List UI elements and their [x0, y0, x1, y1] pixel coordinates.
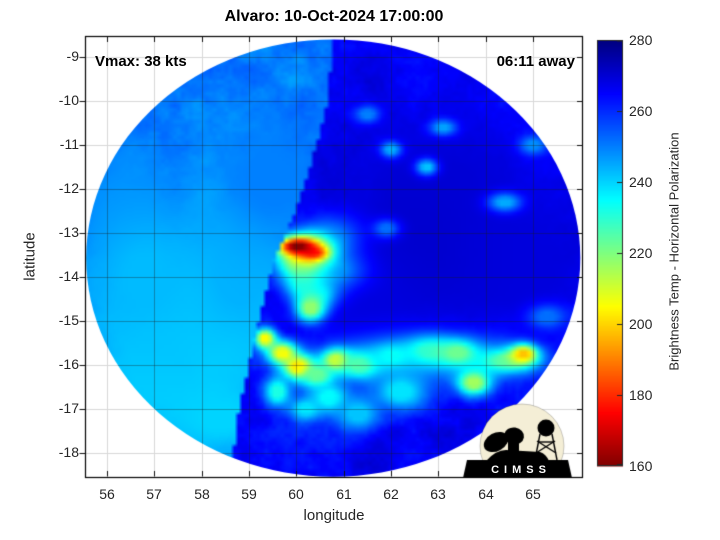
- y-tick-label: -18: [58, 444, 79, 460]
- x-axis-label: longitude: [303, 507, 365, 524]
- y-tick-label: -16: [58, 356, 79, 372]
- x-tick-label: 58: [194, 486, 210, 502]
- x-tick-label: 61: [336, 486, 352, 502]
- eta-annotation: 06:11 away: [496, 53, 575, 70]
- vmax-annotation: Vmax: 38 kts: [95, 53, 187, 70]
- x-tick-label: 63: [430, 486, 446, 502]
- x-tick-label: 56: [99, 486, 115, 502]
- page-title: Alvaro: 10-Oct-2024 17:00:00: [224, 8, 444, 25]
- cimss-logo-text: CIMSS: [491, 464, 551, 476]
- y-tick-label: -13: [58, 224, 79, 240]
- x-tick-label: 64: [478, 486, 494, 502]
- x-tick-label: 62: [383, 486, 399, 502]
- x-tick-label: 65: [525, 486, 541, 502]
- colorbar-tick-label: 280: [629, 32, 653, 48]
- colorbar-tick-label: 180: [629, 387, 653, 403]
- x-tick-label: 60: [288, 486, 304, 502]
- colorbar-tick-label: 260: [629, 103, 653, 119]
- x-tick-label: 57: [146, 486, 162, 502]
- y-tick-label: -10: [58, 92, 79, 108]
- colorbar-tick-label: 220: [629, 245, 653, 261]
- y-axis-label: latitude: [21, 232, 39, 281]
- y-tick-label: -11: [59, 136, 79, 152]
- y-tick-label: -14: [58, 268, 79, 284]
- colorbar-tick-label: 160: [629, 458, 653, 474]
- colorbar-tick-label: 240: [629, 174, 653, 190]
- colorbar-label: Brightness Temp - Horizontal Polarizatio…: [666, 132, 682, 371]
- y-tick-label: -17: [58, 400, 79, 416]
- colorbar-tick-label: 200: [629, 316, 653, 332]
- y-tick-label: -15: [58, 312, 79, 328]
- y-tick-label: -9: [66, 48, 79, 64]
- x-tick-label: 59: [241, 486, 257, 502]
- y-tick-label: -12: [58, 180, 79, 196]
